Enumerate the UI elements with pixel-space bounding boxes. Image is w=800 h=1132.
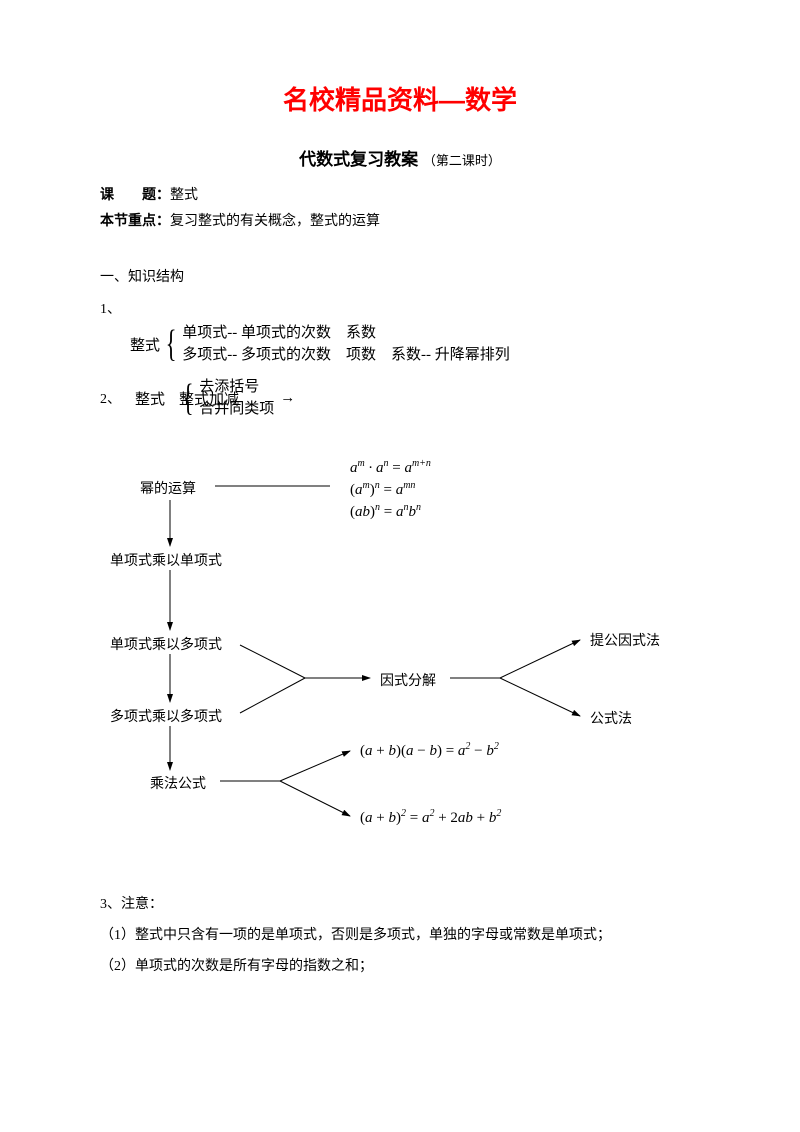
brace1-left: 整式: [130, 334, 160, 355]
topic-row: 课 题：整式: [100, 184, 700, 204]
item-3: 3、注意：: [100, 890, 700, 921]
item-2: 2、: [100, 388, 121, 408]
node-power-ops: 幂的运算: [140, 478, 196, 498]
diagram: 幂的运算 am · an = am+n (am)n = amn (ab)n = …: [100, 438, 700, 878]
section-heading: 一、知识结构: [100, 266, 700, 286]
focus-row: 本节重点：复习整式的有关概念，整式的运算: [100, 210, 700, 230]
brace-icon: {: [166, 325, 177, 363]
topic-label: 课 题：: [100, 186, 170, 202]
node-mul-formula: 乘法公式: [150, 773, 206, 793]
node-f1: (a + b)(a − b) = a2 − b2: [360, 741, 499, 760]
brace2-left: 整式: [135, 388, 165, 409]
page-title: 名校精品资料—数学: [100, 80, 700, 117]
node-eq3: (ab)n = anbn: [350, 502, 421, 521]
node-f2: (a + b)2 = a2 + 2ab + b2: [360, 808, 501, 827]
brace2-lines: 去添括号 合并同类项: [199, 376, 274, 420]
note-1: （1）整式中只含有一项的是单项式，否则是多项式，单独的字母或常数是单项式；: [100, 921, 700, 952]
brace2-line2: 合并同类项: [199, 398, 274, 420]
brace-icon: {: [183, 379, 194, 417]
brace-block-2: 整式 整式加减 { 去添括号 合并同类项 →: [135, 376, 349, 420]
brace1-line1: 单项式-- 单项式的次数 系数: [182, 322, 509, 344]
node-factor-m2: 公式法: [590, 708, 632, 728]
node-eq2: (am)n = amn: [350, 480, 415, 499]
brace-block-1: 整式 { 单项式-- 单项式的次数 系数 多项式-- 多项式的次数 项数 系数-…: [130, 322, 700, 366]
subtitle: 代数式复习教案 （第二课时）: [100, 145, 700, 170]
node-factorize: 因式分解: [380, 670, 436, 690]
node-mono-mono: 单项式乘以单项式: [110, 550, 222, 570]
subtitle-main: 代数式复习教案: [299, 150, 418, 169]
note-2: （2）单项式的次数是所有字母的指数之和；: [100, 952, 700, 983]
brace1-lines: 单项式-- 单项式的次数 系数 多项式-- 多项式的次数 项数 系数-- 升降幂…: [182, 322, 509, 366]
node-factor-m1: 提公因式法: [590, 630, 660, 650]
focus-value: 复习整式的有关概念，整式的运算: [170, 210, 380, 230]
brace1-line2: 多项式-- 多项式的次数 项数 系数-- 升降幂排列: [182, 344, 509, 366]
topic-value: 整式: [170, 188, 198, 203]
item-1: 1、: [100, 298, 700, 318]
node-poly-poly: 多项式乘以多项式: [110, 706, 222, 726]
notes: 3、注意： （1）整式中只含有一项的是单项式，否则是多项式，单独的字母或常数是单…: [100, 890, 700, 982]
focus-label: 本节重点：: [100, 212, 170, 228]
arrow-right-icon: →: [280, 390, 295, 407]
brace2-line1: 去添括号: [199, 376, 274, 398]
node-eq1: am · an = am+n: [350, 458, 431, 477]
node-mono-poly: 单项式乘以多项式: [110, 634, 222, 654]
subtitle-small: （第二课时）: [423, 153, 501, 168]
